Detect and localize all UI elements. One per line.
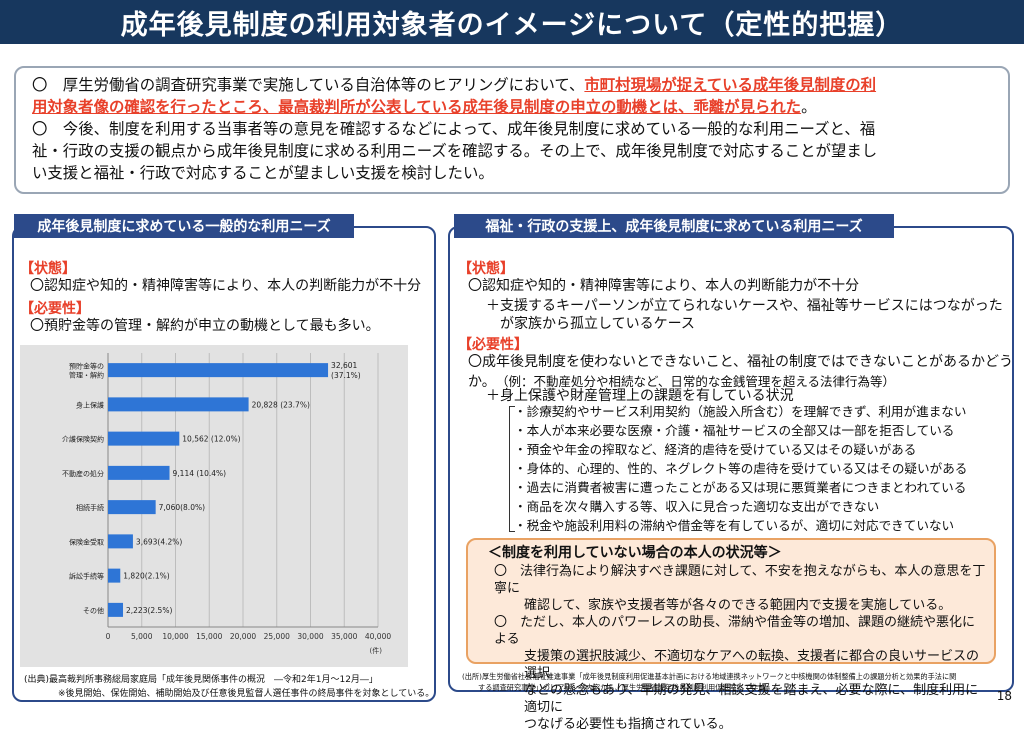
left-state-label: 【状態】	[20, 261, 76, 277]
right-need-label: 【必要性】	[458, 337, 528, 353]
bar-chart: 0 5,000 10,000 15,000 20,000 25,000 30,000 35,0…	[62, 353, 391, 655]
right-state-line-3: が家族から孤立しているケース	[500, 316, 695, 332]
box-line-2b: 支援策の選択肢減少、不適切なケアへの転換、支援者に都合の良いサービスの選択	[524, 649, 980, 681]
data-label: 10,562 (12.0%)	[182, 435, 240, 444]
left-need-label: 【必要性】	[20, 301, 90, 317]
category-label: 身上保護	[76, 400, 104, 409]
right-state-line-1: 〇認知症や知的・精神障害等により、本人の判断能力が不十分	[468, 278, 860, 294]
intro-p2-line-2: 祉・行政の支援の観点から成年後見制度に求める利用ニーズを確認する。その上で、成年…	[32, 142, 878, 160]
category-label: 不動産の処分	[62, 469, 104, 478]
box-line-2a: 〇 ただし、本人のパワーレスの助長、滞納や借金等の増加、課題の継続や悪化による	[494, 615, 976, 647]
list-bracket	[509, 406, 515, 532]
current-situation-box: ＜制度を利用していない場合の本人の状況等＞ 〇 法律行為により解決すべき課題に対…	[466, 538, 996, 732]
box-title: ＜制度を利用していない場合の本人の状況等＞	[488, 545, 782, 561]
intro-bullet-2: 〇	[32, 120, 48, 138]
intro-p1-highlight-1: 市町村現場が捉えている成年後見制度の利	[584, 76, 877, 94]
bar	[108, 465, 170, 480]
bar	[108, 397, 249, 412]
x-tick-label: 30,000	[297, 632, 323, 641]
intro-p2-line-3: い支援と福祉・行政で対応することが望ましい支援を検討したい。	[32, 164, 494, 182]
left-state-text: 〇認知症や知的・精神障害等により、本人の判断能力が不十分	[30, 278, 422, 294]
issue-list: ・診療契約やサービス利用契約（施設入所含む）を理解できず、利用が進まない ・本人…	[514, 402, 976, 535]
bar	[108, 500, 156, 515]
bar	[108, 363, 329, 378]
right-need-line-1: 〇成年後見制度を使わないとできないこと、福祉の制度ではできないことがあるかどうか…	[468, 354, 1014, 390]
intro-p1-end: 。	[801, 98, 817, 116]
data-label: 32,601	[331, 361, 357, 370]
right-state-label: 【状態】	[458, 261, 514, 277]
list-item: ・商品を次々購入する等、収入に見合った適切な支出ができない	[514, 499, 880, 514]
left-source-2: ※後見開始、保佐開始、補助開始及び任意後見監督人選任事件の終局事件を対象としてい…	[58, 689, 435, 699]
intro-box: 〇 厚生労働省の調査研究事業で実施している自治体等のヒアリングにおいて、市町村現…	[14, 66, 1010, 194]
category-label: 相続手続	[76, 503, 104, 512]
category-label: 管理・解約	[69, 371, 104, 380]
list-item: ・過去に消費者被害に遭ったことがある又は現に悪質業者につきまとわれている	[514, 480, 967, 495]
category-label: 保険金受取	[69, 537, 104, 546]
box-line-2c: などの懸念もあり、早期の発見、相談支援を踏まえ、必要な際に、制度利用に適切に	[524, 683, 979, 715]
intro-paragraph-2: 〇 今後、制度を利用する当事者等の意見を確認するなどによって、成年後見制度に求め…	[32, 118, 996, 184]
data-label: 3,693(4.2%)	[136, 537, 182, 546]
left-panel-header: 成年後見制度に求めている一般的な利用ニーズ	[14, 214, 354, 238]
data-label: 1,820(2.1%)	[123, 572, 169, 581]
left-need-text: 〇預貯金等の管理・解約が申立の動機として最も多い。	[30, 318, 380, 334]
page-number: 18	[996, 689, 1012, 703]
page-title: 成年後見制度の利用対象者のイメージについて（定性的把握）	[0, 0, 1024, 44]
x-tick-label: 40,000	[365, 632, 391, 641]
right-state-line-2: ＋支援するキーパーソンが立てられないケースや、福祉等サービスにはつながった	[486, 298, 1003, 314]
box-line-1b: 確認して、家族や支援者等が各々のできる範囲内で支援を実施している。	[524, 598, 952, 613]
list-item: ・診療契約やサービス利用契約（施設入所含む）を理解できず、利用が進まない	[514, 404, 967, 419]
box-line-1a: 〇 法律行為により解決すべき課題に対して、不安を抱えながらも、本人の意思を丁寧に	[494, 564, 986, 596]
data-label: 7,060(8.0%)	[159, 503, 205, 512]
data-label: 20,828 (23.7%)	[252, 400, 310, 409]
x-tick-label: 35,000	[331, 632, 357, 641]
list-item: ・税金や施設利用料の滞納や借金等を有しているが、適切に対応できていない	[514, 518, 955, 533]
left-source-1: (出典)最高裁判所事務総局家庭局「成年後見関係事件の概況 ―令和2年1月～12月…	[24, 675, 378, 685]
category-label: その他	[83, 606, 104, 615]
list-item: ・本人が本来必要な医療・介護・福祉サービスの全部又は一部を拒否している	[514, 423, 955, 438]
intro-paragraph-1: 〇 厚生労働省の調査研究事業で実施している自治体等のヒアリングにおいて、市町村現…	[32, 74, 996, 118]
bar	[108, 568, 121, 583]
bar	[108, 534, 133, 549]
right-source-2: する調査研究事業」のヒアリング内容から、厚生労働省成年後見制度利用促進室にて作成…	[478, 683, 773, 692]
list-item: ・預金や年金の搾取など、経済的虐待を受けている又はその疑いがある	[514, 442, 917, 457]
right-source-1: (出所)厚生労働省社会福祉推進事業「成年後見制度利用促進基本計画における地域連携…	[462, 672, 957, 681]
data-label: 2,223(2.5%)	[126, 606, 172, 615]
category-label: 訴訟手続等	[69, 572, 104, 581]
bar-chart-area: 0 5,000 10,000 15,000 20,000 25,000 30,000 35,0…	[20, 345, 408, 667]
list-item: ・身体的、心理的、性的、ネグレクト等の虐待を受けている又はその疑いがある	[514, 461, 968, 476]
box-line-2d: つなげる必要性も指摘されている。	[524, 717, 732, 732]
x-tick-label: 20,000	[230, 632, 256, 641]
x-unit-label: (件)	[370, 646, 383, 655]
x-tick-label: 0	[106, 632, 111, 641]
category-label: 介護保険契約	[62, 435, 104, 444]
right-panel-header: 福祉・行政の支援上、成年後見制度に求めている利用ニーズ	[454, 214, 894, 238]
right-need-line-2: （例：不動産処分や相続など、日常的な金銭管理を超える法律行為等）	[496, 374, 896, 389]
intro-p2-line-1: 今後、制度を利用する当事者等の意見を確認するなどによって、成年後見制度に求めてい…	[47, 120, 876, 138]
right-need-line-3: ＋身上保護や財産管理上の課題を有している状況	[486, 388, 794, 404]
intro-bullet-1: 〇	[32, 76, 48, 94]
bar	[108, 431, 180, 446]
intro-p1-text: 厚生労働省の調査研究事業で実施している自治体等のヒアリングにおいて、	[47, 76, 585, 94]
data-label: 9,114 (10.4%)	[173, 469, 227, 478]
x-tick-label: 25,000	[264, 632, 290, 641]
x-tick-label: 10,000	[162, 632, 188, 641]
bar	[108, 602, 124, 617]
x-tick-label: 15,000	[196, 632, 222, 641]
category-label: 預貯金等の	[69, 362, 104, 371]
x-tick-label: 5,000	[131, 632, 153, 641]
intro-p1-highlight-2: 用対象者像の確認を行ったところ、最高裁判所が公表している成年後見制度の申立の動機…	[32, 98, 802, 116]
data-label: (37.1%)	[331, 371, 361, 380]
